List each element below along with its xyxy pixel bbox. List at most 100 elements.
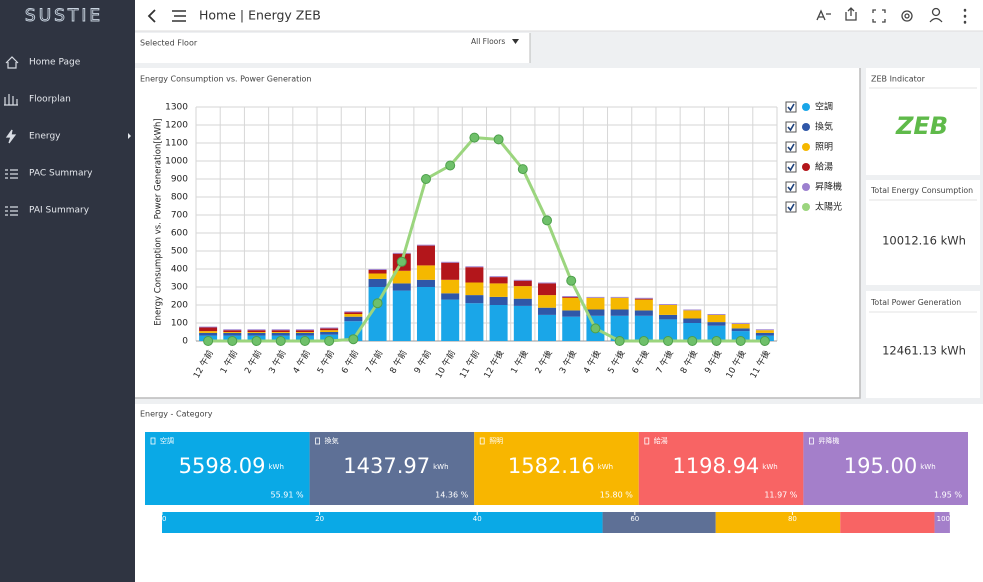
line-point <box>614 336 625 346</box>
bar-segment <box>513 298 532 306</box>
card-unit: kWh <box>762 463 777 471</box>
card-unit: kWh <box>598 463 613 471</box>
legend-check <box>787 203 795 212</box>
bar-segment <box>731 323 750 329</box>
bar-segment <box>634 315 653 341</box>
floor-panel <box>135 33 530 63</box>
category-card <box>638 432 804 505</box>
card-unit: kWh <box>269 463 284 471</box>
line-point <box>759 336 770 346</box>
share-segment <box>162 512 603 533</box>
legend-label: 給湯 <box>815 161 833 173</box>
bar-segment <box>683 318 702 323</box>
card-percent: 55.91 % <box>271 491 304 500</box>
bar-segment <box>320 330 339 332</box>
card-value: 1437.97 kWh <box>343 454 448 478</box>
bar-segment <box>199 326 218 328</box>
dropdown-arrow[interactable] <box>512 39 519 44</box>
card-value: 1198.94 kWh <box>672 454 777 478</box>
bar-segment <box>634 297 653 299</box>
bar-segment <box>368 287 387 341</box>
card-icon <box>479 437 485 445</box>
legend-marker <box>802 203 810 211</box>
panel-edge <box>135 68 861 399</box>
bar-segment <box>416 245 435 266</box>
nav-item[interactable]: PAI Summary <box>29 206 90 216</box>
share-segment <box>840 512 935 533</box>
bar-segment <box>634 298 653 300</box>
category-card <box>474 432 639 505</box>
card-percent: 14.36 % <box>435 491 468 500</box>
bar-segment <box>344 316 363 322</box>
legend-check <box>787 103 795 112</box>
bar-segment <box>392 290 411 341</box>
legend-checkbox[interactable] <box>785 161 797 173</box>
bar-segment <box>538 314 557 341</box>
bar-segment <box>416 279 435 287</box>
toolbar-icons[interactable] <box>816 7 967 24</box>
bar-segment <box>489 276 508 278</box>
bar-segment <box>755 330 774 333</box>
bar-segment <box>659 305 678 315</box>
bar-segment <box>586 309 605 316</box>
card-unit: kWh <box>920 463 935 471</box>
category-card <box>309 432 475 505</box>
bar-segment <box>295 332 314 333</box>
chart-title: Energy Consumption vs. Power Generation <box>140 75 311 84</box>
bar-segment <box>707 322 726 326</box>
consumption-title: Total Energy Consumption <box>870 186 973 195</box>
card-icon <box>150 437 156 445</box>
bar-segment <box>344 312 363 314</box>
line-point <box>663 336 674 346</box>
bar-segment <box>610 315 629 341</box>
x-tick-label: 60 <box>630 515 639 523</box>
legend-checkbox[interactable] <box>785 121 797 133</box>
line-point <box>275 336 286 346</box>
bar-segment <box>441 279 460 294</box>
zeb-panel <box>866 68 980 175</box>
card-name: 昇降機 <box>818 436 839 445</box>
legend-label: 太陽光 <box>815 201 842 213</box>
nav-item[interactable]: PAC Summary <box>29 169 93 179</box>
legend-checkbox[interactable] <box>785 141 797 153</box>
top-bar <box>135 0 983 31</box>
card-value: 195.00 kWh <box>844 454 936 478</box>
legend-checkbox[interactable] <box>785 201 797 213</box>
card-name: 空調 <box>160 436 174 445</box>
bar-segment <box>562 316 581 341</box>
bar-segment <box>755 332 774 336</box>
nav-item[interactable]: Floorplan <box>29 95 71 105</box>
line-point <box>517 164 528 175</box>
legend-check <box>787 123 795 132</box>
legend-checkbox[interactable] <box>785 181 797 193</box>
menu-button[interactable] <box>172 10 186 22</box>
bar-segment <box>199 332 218 336</box>
y-tick-label: 1300 <box>165 103 188 113</box>
legend-marker <box>802 183 810 191</box>
line-point <box>735 336 746 346</box>
bar-segment <box>610 297 629 310</box>
bar-segment <box>465 266 484 268</box>
x-tick-label: 20 <box>315 515 324 523</box>
line-point <box>372 298 383 309</box>
y-tick-label: 700 <box>171 211 188 221</box>
bar-segment <box>659 319 678 341</box>
bar-segment <box>392 270 411 284</box>
bar-segment <box>441 293 460 300</box>
nav-item[interactable]: Home Page <box>29 58 81 68</box>
bar-segment <box>199 331 218 333</box>
card-icon <box>315 437 321 445</box>
y-tick-label: 900 <box>171 175 188 185</box>
back-button[interactable] <box>147 9 156 23</box>
bar-segment <box>562 296 581 297</box>
legend-checkbox[interactable] <box>785 101 797 113</box>
card-percent: 15.80 % <box>600 491 633 500</box>
bar-segment <box>489 283 508 297</box>
line-point <box>420 174 431 184</box>
nav-item[interactable]: Energy <box>29 132 61 142</box>
legend-marker <box>802 163 810 171</box>
line-point <box>203 336 214 346</box>
line-point <box>299 336 310 346</box>
bar-segment <box>707 314 726 323</box>
floor-dropdown[interactable]: All Floors <box>471 37 505 46</box>
